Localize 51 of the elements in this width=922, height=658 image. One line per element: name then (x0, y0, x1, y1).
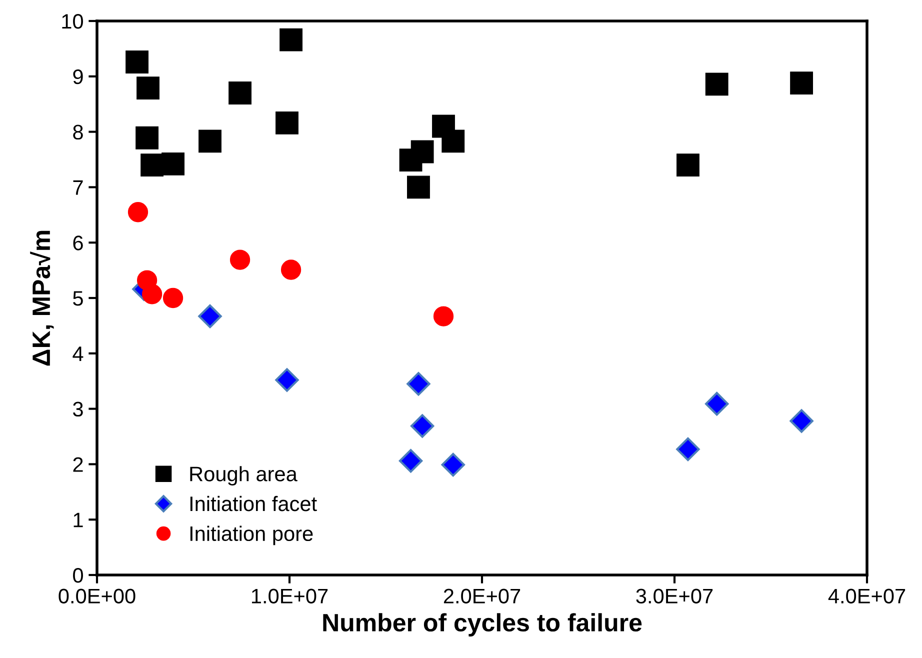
x-tick-label: 3.0E+07 (636, 588, 713, 604)
point (705, 72, 728, 96)
point (442, 130, 465, 153)
point (705, 392, 729, 416)
point (280, 260, 302, 280)
x-tick-label: 4.0E+07 (828, 588, 906, 604)
point (407, 176, 430, 199)
point (441, 452, 465, 477)
legend-label: Initiation pore (190, 526, 313, 546)
point (142, 284, 162, 304)
point (676, 437, 700, 462)
y-tick-label: 10 (62, 14, 83, 29)
point (790, 72, 814, 95)
y-tick-label: 3 (73, 402, 83, 417)
y-tick-label: 4 (72, 346, 84, 361)
point (676, 154, 700, 176)
y-tick-label: 5 (73, 291, 83, 306)
point (136, 126, 159, 150)
point (790, 409, 814, 433)
x-tick-label: 2.0E+07 (444, 588, 520, 604)
point (198, 304, 222, 328)
y-tick-label: 2 (73, 457, 83, 472)
point (140, 154, 164, 176)
point (275, 368, 299, 392)
y-tick-label: 7 (73, 180, 83, 195)
x-tick-label: 1.0E+07 (252, 588, 328, 604)
y-tick-label: 9 (73, 69, 83, 84)
legend-label: Initiation facet (190, 496, 317, 512)
y-tick-label: 8 (73, 124, 83, 140)
point (128, 202, 148, 222)
point (406, 372, 430, 396)
point (276, 111, 298, 134)
legend-label: Rough area (190, 466, 298, 486)
y-tick-label: 6 (73, 236, 83, 250)
point (398, 449, 423, 473)
y-tick-label: 0 (73, 568, 83, 583)
x-axis-title: Number of cycles to failure (323, 613, 642, 636)
point (162, 152, 184, 176)
point (162, 288, 184, 308)
point (433, 306, 454, 326)
x-tick-label: 0.0E+00 (58, 588, 136, 604)
point (126, 50, 148, 74)
point (280, 28, 302, 52)
point (230, 250, 250, 270)
y-axis-title: ΔK, MPa√m (30, 230, 54, 366)
point (410, 414, 434, 438)
point (228, 82, 252, 104)
point (410, 140, 434, 164)
y-tick-label: 1 (74, 512, 83, 528)
point (136, 76, 160, 100)
point (198, 130, 222, 153)
